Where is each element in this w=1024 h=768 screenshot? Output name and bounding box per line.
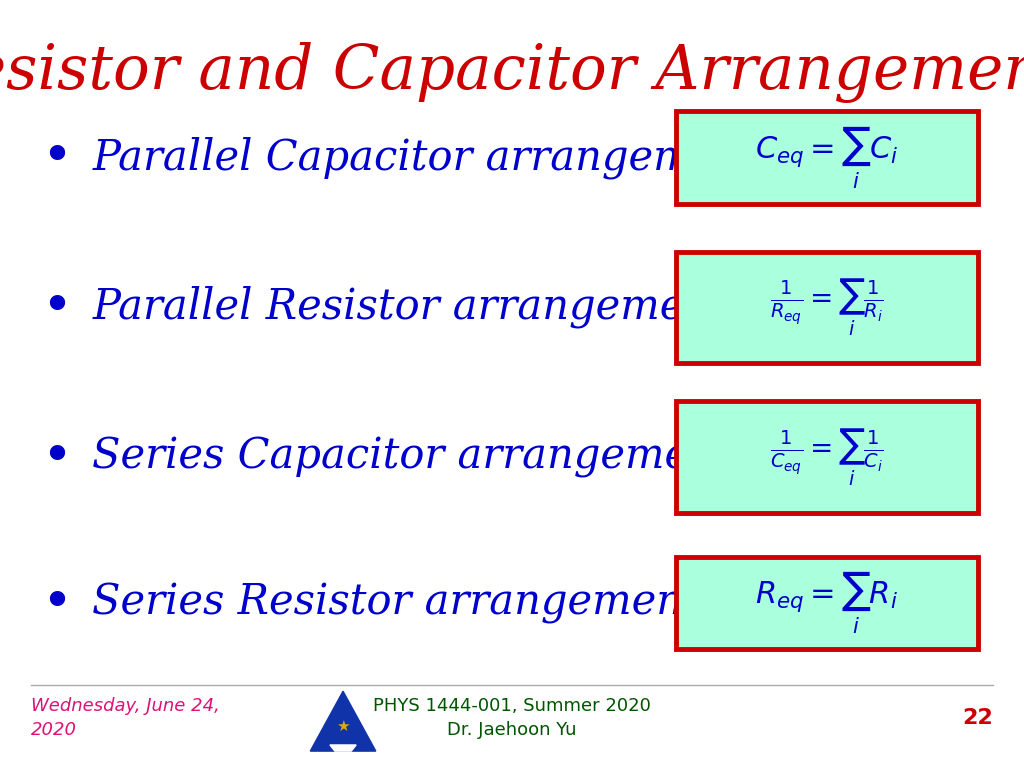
FancyBboxPatch shape — [676, 557, 978, 649]
FancyBboxPatch shape — [676, 401, 978, 513]
FancyBboxPatch shape — [676, 111, 978, 204]
Text: PHYS 1444-001, Summer 2020
Dr. Jaehoon Yu: PHYS 1444-001, Summer 2020 Dr. Jaehoon Y… — [373, 697, 651, 739]
Text: $R_{eq} = \sum_{i} R_i$: $R_{eq} = \sum_{i} R_i$ — [756, 569, 898, 637]
Text: Series Capacitor arrangements: Series Capacitor arrangements — [92, 436, 754, 478]
Text: Parallel Resistor arrangements: Parallel Resistor arrangements — [92, 286, 750, 329]
Text: $C_{eq} = \sum_{i} C_i$: $C_{eq} = \sum_{i} C_i$ — [756, 124, 898, 191]
Text: Series Resistor arrangements: Series Resistor arrangements — [92, 582, 721, 624]
FancyBboxPatch shape — [676, 252, 978, 363]
Text: •: • — [41, 431, 72, 483]
Text: Resistor and Capacitor Arrangements: Resistor and Capacitor Arrangements — [0, 42, 1024, 103]
Text: •: • — [41, 131, 72, 184]
Text: •: • — [41, 281, 72, 333]
Polygon shape — [310, 691, 376, 751]
Text: 22: 22 — [963, 708, 993, 728]
Text: $\frac{1}{C_{eq}} = \sum_{i} \frac{1}{C_i}$: $\frac{1}{C_{eq}} = \sum_{i} \frac{1}{C_… — [770, 426, 884, 488]
Text: Parallel Capacitor arrangements: Parallel Capacitor arrangements — [92, 136, 782, 179]
Text: $\frac{1}{R_{eq}} = \sum_{i} \frac{1}{R_i}$: $\frac{1}{R_{eq}} = \sum_{i} \frac{1}{R_… — [770, 276, 884, 338]
Text: •: • — [41, 577, 72, 629]
Text: ★: ★ — [336, 719, 350, 734]
Text: Wednesday, June 24,
2020: Wednesday, June 24, 2020 — [31, 697, 219, 739]
Polygon shape — [330, 745, 356, 751]
